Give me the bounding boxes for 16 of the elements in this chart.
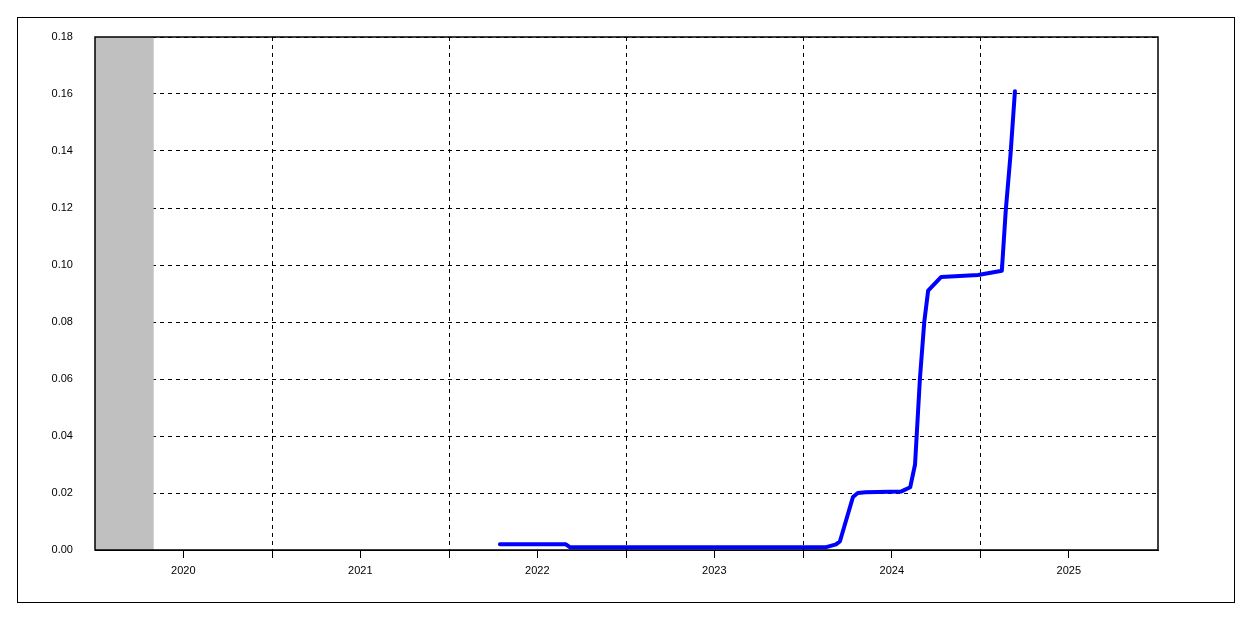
y-tick-label: 0.04 xyxy=(51,429,73,442)
y-tick-label: 0.08 xyxy=(51,315,73,328)
x-tick-label: 2020 xyxy=(171,563,196,576)
x-tick-label: 2021 xyxy=(348,563,373,576)
y-tick-label: 0.00 xyxy=(51,543,73,556)
x-tick-label: 2024 xyxy=(879,563,905,576)
x-tick-label: 2025 xyxy=(1056,563,1082,576)
y-tick-label: 0.02 xyxy=(51,486,73,499)
y-tick-label: 0.14 xyxy=(51,144,73,157)
y-tick-label: 0.16 xyxy=(51,87,73,100)
y-tick-label: 0.18 xyxy=(51,30,73,43)
x-tick-label: 2022 xyxy=(525,563,550,576)
x-tick-label: 2023 xyxy=(702,563,727,576)
y-tick-label: 0.06 xyxy=(51,372,73,385)
y-tick-label: 0.12 xyxy=(51,201,73,214)
y-tick-label: 0.10 xyxy=(51,258,73,271)
